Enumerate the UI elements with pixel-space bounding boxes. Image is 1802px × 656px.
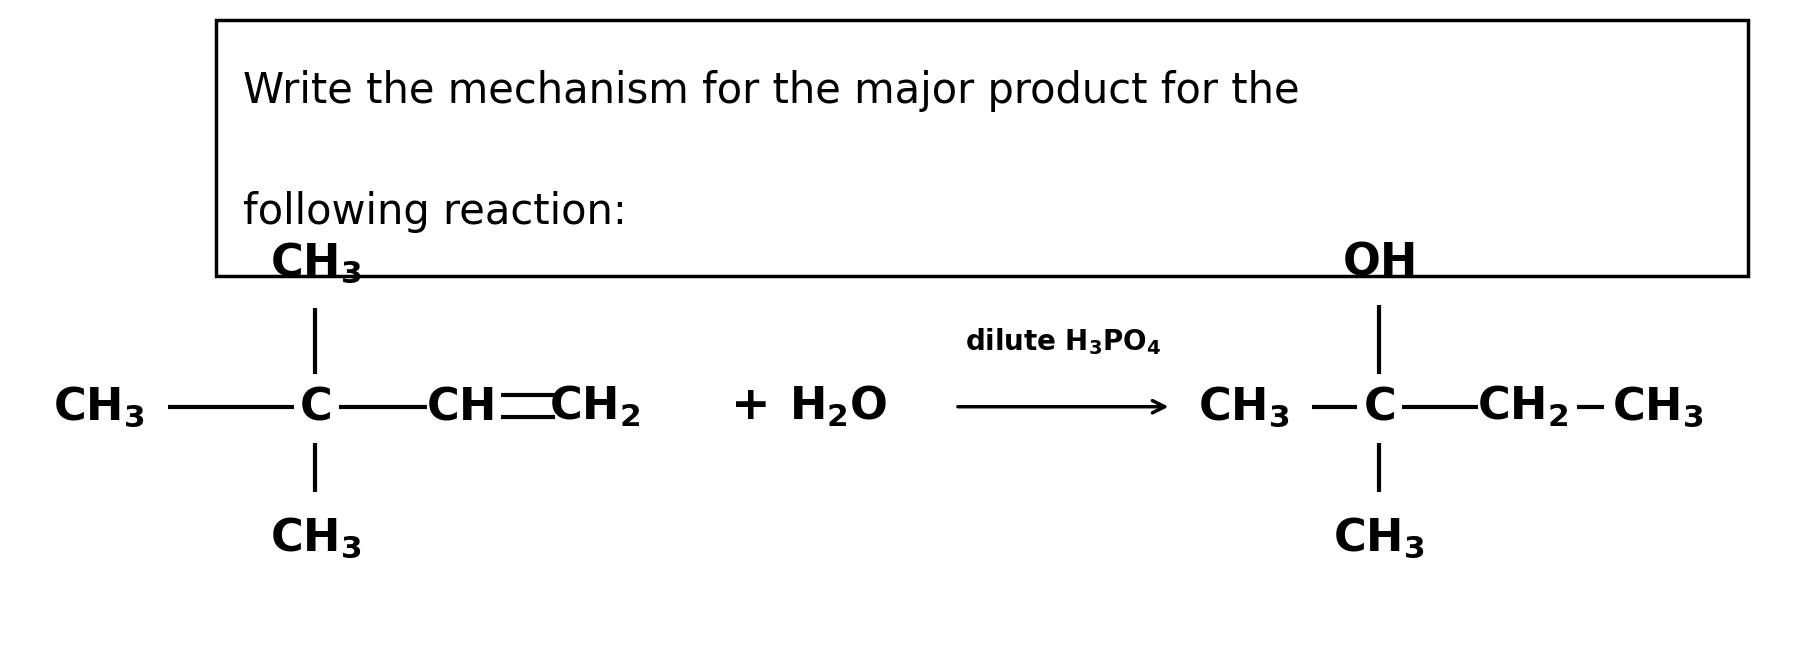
Text: $\mathbf{CH_3}$: $\mathbf{CH_3}$	[1613, 384, 1703, 429]
FancyBboxPatch shape	[216, 20, 1748, 276]
Text: $\mathbf{OH}$: $\mathbf{OH}$	[1342, 241, 1415, 284]
Text: $\mathbf{CH_3}$: $\mathbf{CH_3}$	[270, 516, 360, 560]
Text: Write the mechanism for the major product for the: Write the mechanism for the major produc…	[243, 70, 1299, 112]
Text: $\mathbf{CH}$: $\mathbf{CH}$	[425, 385, 494, 428]
Text: following reaction:: following reaction:	[243, 190, 627, 233]
Text: $\mathbf{CH_3}$: $\mathbf{CH_3}$	[1333, 516, 1424, 560]
Text: $\mathbf{C}$: $\mathbf{C}$	[299, 385, 332, 428]
Text: $\mathbf{C}$: $\mathbf{C}$	[1362, 385, 1395, 428]
Text: $\mathbf{CH_2}$: $\mathbf{CH_2}$	[1478, 384, 1568, 429]
Text: $\mathbf{CH_2}$: $\mathbf{CH_2}$	[550, 384, 640, 429]
Text: $\mathbf{+}$: $\mathbf{+}$	[730, 384, 766, 429]
Text: $\mathbf{CH_3}$: $\mathbf{CH_3}$	[270, 240, 360, 285]
Text: $\mathbf{H_2O}$: $\mathbf{H_2O}$	[789, 384, 887, 429]
Text: $\mathbf{CH_3}$: $\mathbf{CH_3}$	[54, 384, 144, 429]
Text: $\mathbf{CH_3}$: $\mathbf{CH_3}$	[1198, 384, 1288, 429]
Text: $\mathbf{dilute\ H_3PO_4}$: $\mathbf{dilute\ H_3PO_4}$	[964, 326, 1162, 356]
